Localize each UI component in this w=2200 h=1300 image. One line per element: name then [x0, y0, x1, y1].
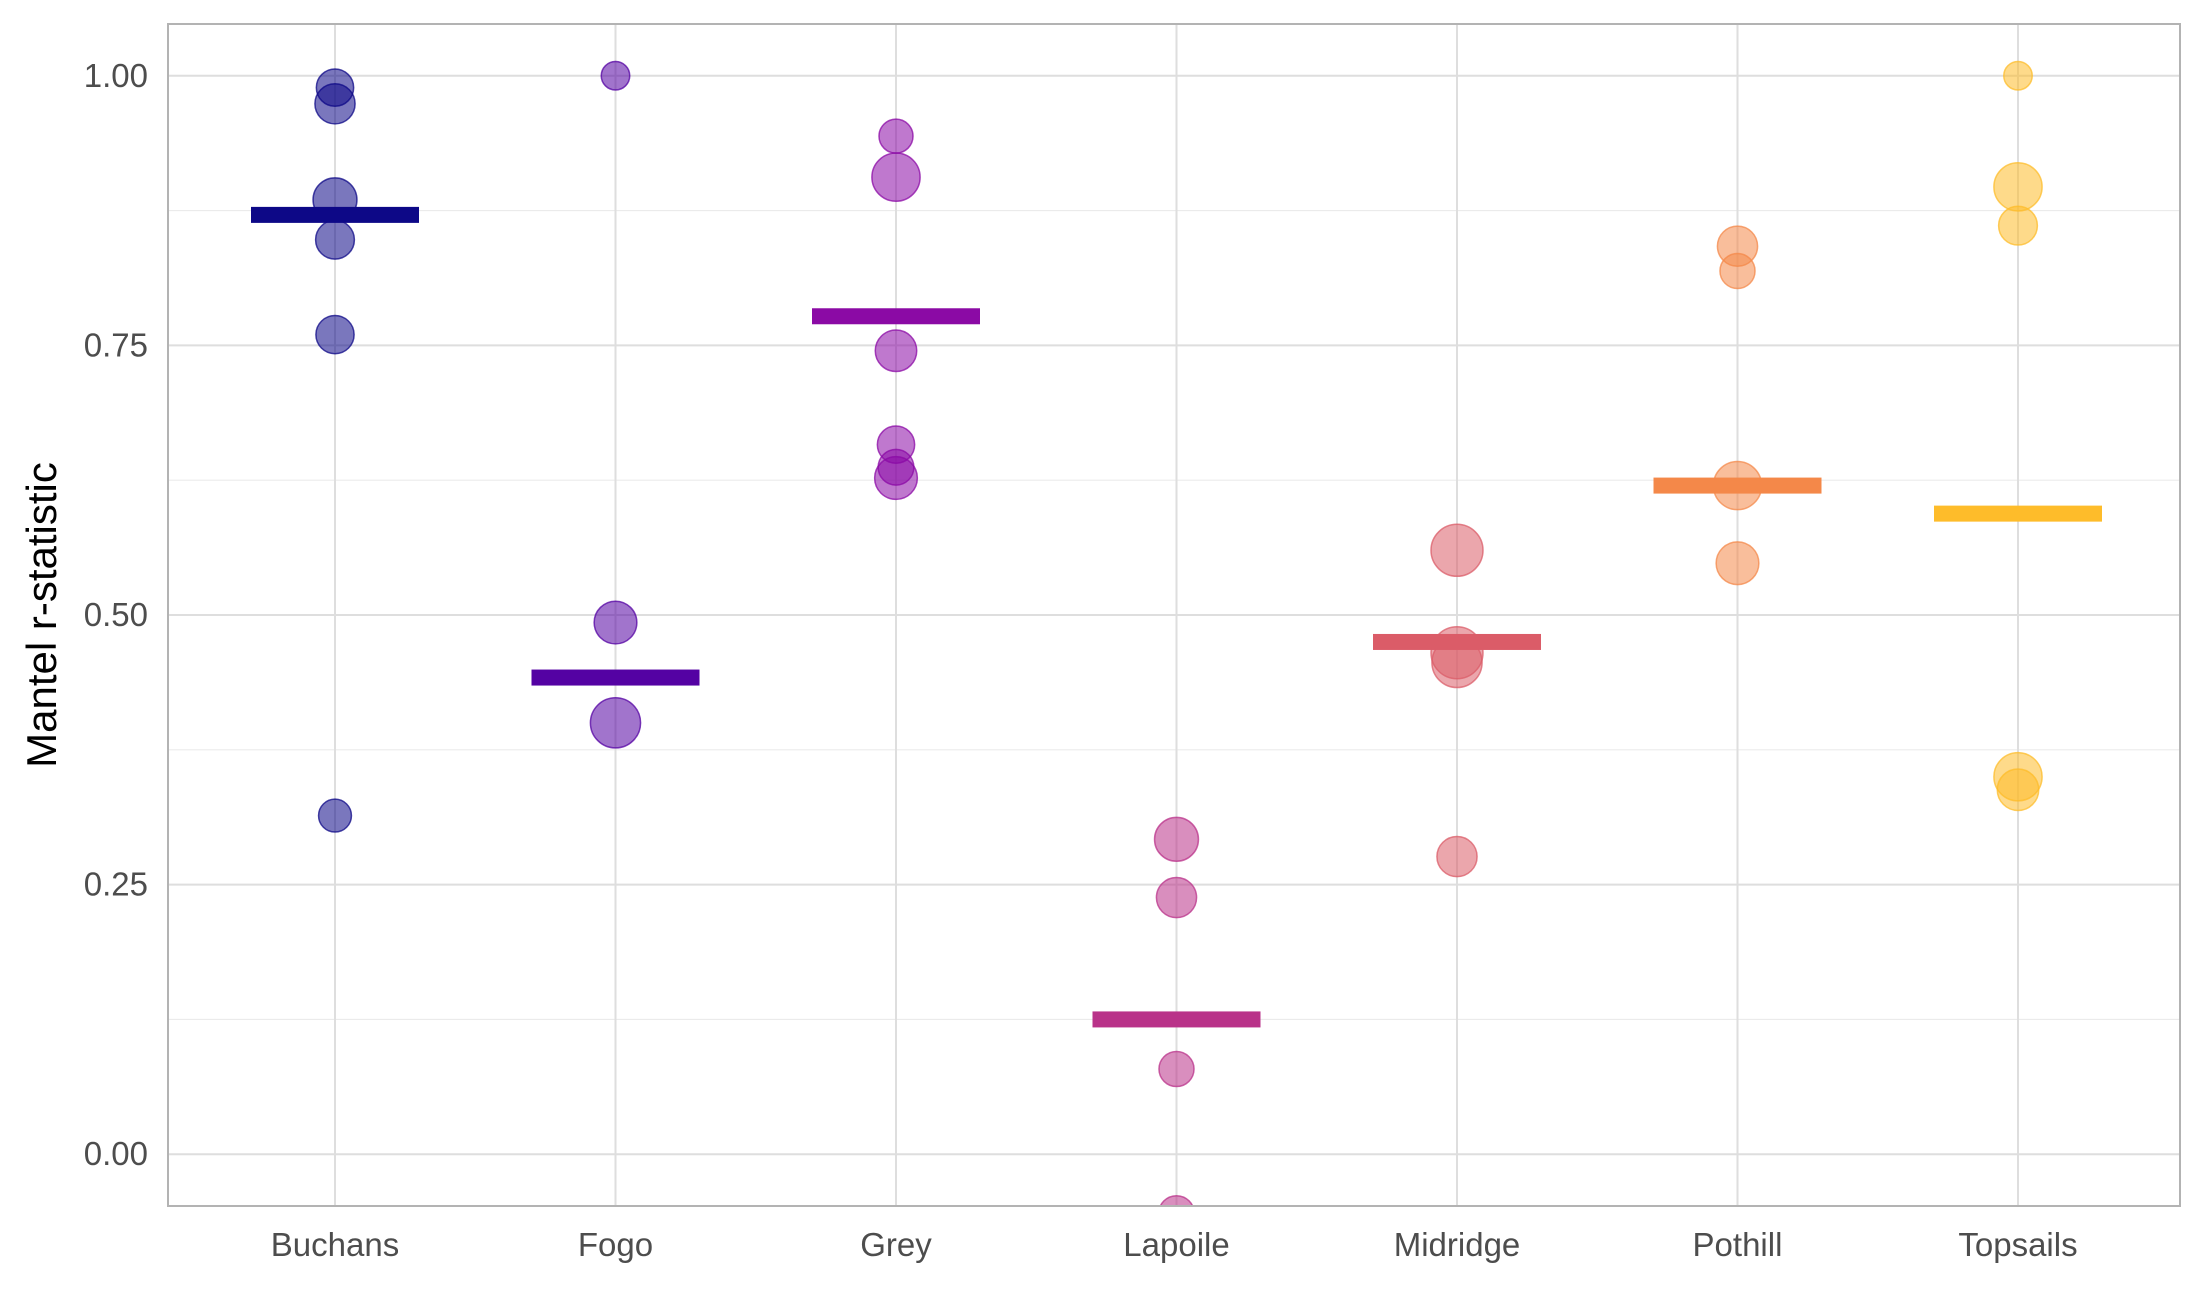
- y-tick-label: 0.75: [84, 326, 148, 363]
- x-axis-tick-labels: Buchans Fogo Grey Lapoile Midridge Pothill Top…: [271, 1226, 2078, 1263]
- x-tick-label-fogo: Fogo: [578, 1226, 653, 1263]
- data-point-midridge: [1436, 835, 1478, 878]
- data-point-buchans: [314, 219, 356, 260]
- data-point-buchans: [315, 314, 355, 355]
- grid-lines: [168, 24, 2180, 1206]
- data-point-lapoile: [1159, 1194, 1194, 1206]
- data-point-topsails: [1997, 205, 2039, 246]
- y-axis-title: Mantel r-statistic: [18, 462, 65, 768]
- data-point-fogo: [593, 600, 638, 645]
- mean-bar-buchans: [251, 206, 419, 223]
- mean-bar-grey: [812, 308, 980, 325]
- data-point-topsails: [1996, 768, 2040, 812]
- y-tick-label: 1.00: [84, 57, 148, 94]
- data-point-grey: [878, 118, 914, 154]
- data-point-midridge: [1430, 523, 1484, 578]
- data-point-fogo: [600, 60, 631, 91]
- x-tick-label-lapoile: Lapoile: [1123, 1226, 1229, 1263]
- data-point-grey: [871, 152, 921, 202]
- data-point-pothill: [1719, 252, 1756, 290]
- y-axis-tick-labels: 0.00 0.25 0.50 0.75 1.00: [84, 57, 148, 1172]
- data-point-topsails: [2003, 60, 2033, 91]
- data-points: [312, 60, 2043, 1206]
- mean-bar-topsails: [1934, 505, 2102, 522]
- mean-bars: [251, 206, 2102, 1028]
- mean-bar-midridge: [1373, 633, 1541, 650]
- data-point-pothill: [1715, 541, 1760, 586]
- data-point-grey: [873, 455, 919, 501]
- y-tick-label: 0.00: [84, 1135, 148, 1172]
- data-point-topsails: [1993, 161, 2043, 212]
- plot-panel-border: [167, 23, 2181, 1207]
- y-tick-label: 0.50: [84, 596, 148, 633]
- x-tick-label-grey: Grey: [860, 1226, 932, 1263]
- data-point-buchans: [314, 82, 356, 125]
- x-tick-label-pothill: Pothill: [1693, 1226, 1783, 1263]
- data-point-grey: [874, 329, 918, 373]
- data-point-fogo: [589, 697, 642, 749]
- x-tick-label-buchans: Buchans: [271, 1226, 399, 1263]
- y-tick-label: 0.25: [84, 866, 148, 903]
- mean-bar-pothill: [1653, 477, 1822, 494]
- data-point-buchans: [317, 798, 353, 833]
- x-tick-label-midridge: Midridge: [1394, 1226, 1521, 1263]
- data-point-lapoile: [1158, 1050, 1195, 1088]
- data-point-lapoile: [1155, 876, 1198, 919]
- mean-bar-fogo: [531, 669, 700, 686]
- mean-bar-lapoile: [1092, 1011, 1261, 1028]
- x-tick-label-topsails: Topsails: [1958, 1226, 2077, 1263]
- data-point-lapoile: [1153, 816, 1200, 863]
